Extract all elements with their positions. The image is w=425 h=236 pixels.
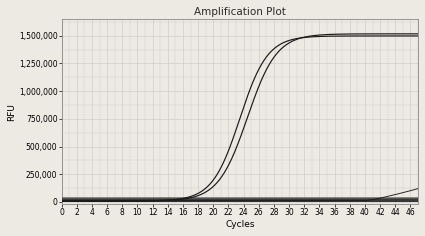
Y-axis label: RFU: RFU xyxy=(7,103,16,121)
X-axis label: Cycles: Cycles xyxy=(225,220,255,229)
Title: Amplification Plot: Amplification Plot xyxy=(194,7,286,17)
